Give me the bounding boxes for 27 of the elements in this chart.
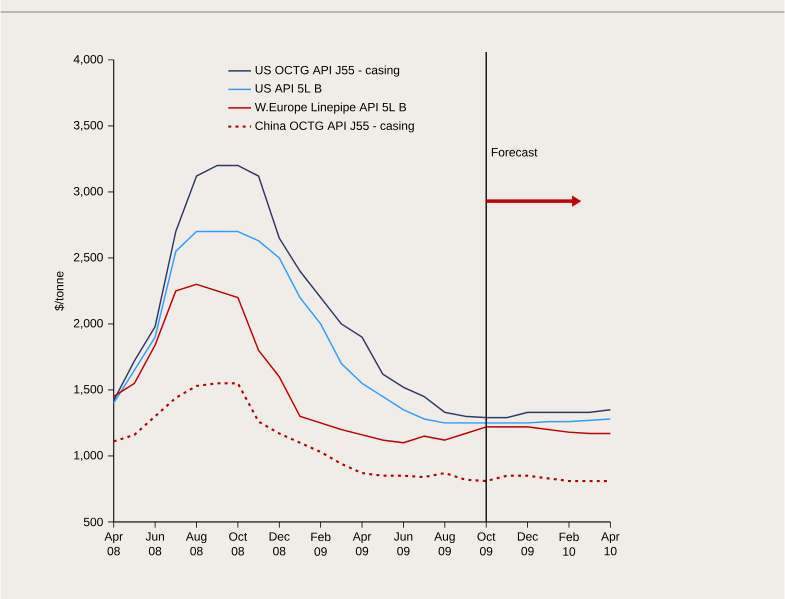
legend-label: US API 5L B	[256, 84, 322, 93]
x-tick-label: Aug 08	[186, 532, 206, 556]
y-tick-label: 4,000	[74, 54, 103, 65]
ref-line-label: Forecast	[492, 148, 538, 156]
y-tick-label: 3,000	[74, 186, 103, 197]
x-tick-label: Feb 09	[311, 532, 330, 556]
y-tick-label: 1,500	[74, 384, 103, 395]
x-tick-label: Apr 08	[104, 532, 123, 556]
y-tick-label: 3,500	[74, 120, 103, 131]
legend-label: W.Europe Linepipe API 5L B	[254, 102, 406, 114]
y-tick-label: 500	[84, 518, 103, 526]
y-tick-label: 1,000	[74, 450, 103, 461]
x-tick-label: Feb 10	[560, 532, 579, 556]
x-tick-label: Dec 08	[270, 532, 290, 556]
x-tick-label: Jun 08	[146, 532, 164, 556]
x-tick-label: Oct 09	[477, 532, 496, 556]
y-axis-title: $/tonne	[54, 271, 64, 311]
x-tick-label: Dec 09	[518, 532, 538, 556]
x-tick-label: Jun 09	[394, 532, 412, 556]
x-tick-label: Oct 08	[229, 532, 248, 556]
x-tick-label: Apr 10	[601, 532, 620, 556]
x-tick-label: Apr 09	[352, 532, 372, 556]
y-tick-label: 2,500	[74, 252, 103, 263]
x-tick-label: Aug 09	[434, 532, 455, 556]
legend-label: US OCTG API J55 - casing	[256, 65, 400, 77]
legend-label: China OCTG API J55 - casing	[255, 121, 414, 132]
y-tick-label: 2,000	[74, 318, 103, 329]
